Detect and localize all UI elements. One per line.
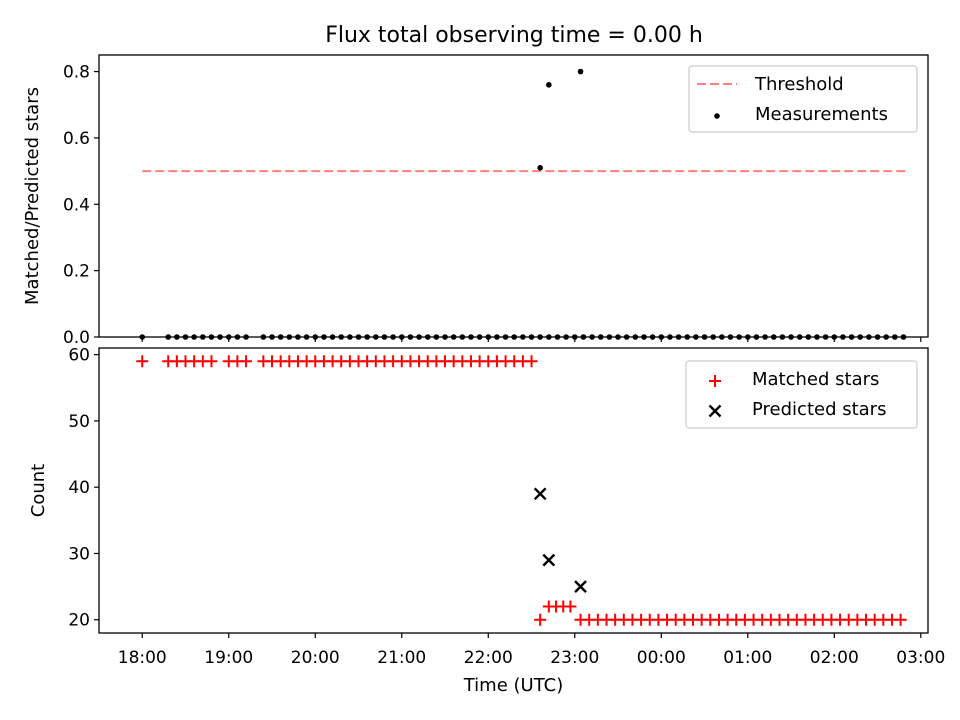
bottom-y-ticks: 20 30 40 50 60 — [68, 346, 99, 631]
bottom-y-axis-label: Count — [28, 464, 49, 517]
bottom-panel: 20 30 40 50 60 18:00 19:00 20:00 21:00 22:00 23:0… — [28, 346, 945, 696]
x-tick-label: 21:00 — [377, 648, 426, 668]
matched-star-point — [564, 600, 577, 613]
legend-label: Predicted stars — [752, 399, 886, 420]
predicted-star-point — [542, 553, 556, 567]
bottom-plot-marks — [136, 355, 907, 626]
legend-predicted-swatch — [708, 404, 722, 418]
chart-title: Flux total observing time = 0.00 h — [325, 23, 703, 48]
y-tick-label: 40 — [68, 478, 90, 498]
matched-star-point — [136, 355, 149, 368]
x-tick-label: 02:00 — [810, 648, 859, 668]
y-tick-label: 0.0 — [63, 328, 90, 348]
top-y-axis-label: Matched/Predicted stars — [22, 87, 43, 305]
top-panel: 0.00.20.40.60.8 Matched/Predicted stars … — [22, 54, 929, 348]
y-tick-label: 0.4 — [63, 195, 90, 215]
legend-matched-swatch — [709, 375, 721, 387]
top-x-ticks — [141, 337, 922, 342]
legend-box — [688, 65, 918, 133]
legend-label: Matched stars — [752, 369, 879, 390]
x-axis-label: Time (UTC) — [463, 675, 564, 696]
legend-box — [685, 360, 918, 429]
predicted-star-point — [533, 487, 547, 501]
y-tick-label: 20 — [68, 611, 90, 631]
top-plot-marks — [139, 68, 907, 340]
legend-label: Measurements — [755, 104, 888, 125]
predicted-star-point — [574, 580, 587, 593]
y-tick-label: 0.2 — [63, 262, 90, 282]
matched-star-point — [205, 355, 218, 368]
measurement-point — [577, 68, 584, 75]
matched-star-point — [894, 613, 907, 626]
y-tick-label: 50 — [68, 412, 90, 432]
x-tick-label: 00:00 — [637, 648, 686, 668]
y-tick-label: 30 — [68, 544, 90, 564]
x-tick-label: 01:00 — [723, 648, 772, 668]
top-plot-frame — [98, 54, 929, 338]
x-tick-label: 22:00 — [464, 648, 513, 668]
legend-label: Threshold — [754, 74, 844, 95]
x-tick-label: 23:00 — [550, 648, 599, 668]
x-tick-label: 18:00 — [118, 648, 167, 668]
x-tick-label: 19:00 — [204, 648, 253, 668]
x-tick-label: 03:00 — [896, 648, 945, 668]
legend-measurement-swatch — [714, 113, 720, 119]
y-tick-label: 60 — [68, 346, 90, 366]
bottom-legend: Matched stars Predicted stars — [685, 360, 918, 429]
bottom-plot-frame — [98, 347, 929, 634]
measurement-point — [546, 82, 552, 88]
top-y-ticks: 0.0 0.2 0.4 0.6 0.8 — [63, 63, 99, 348]
y-tick-label: 0.8 — [63, 63, 90, 83]
y-tick-label: 0.6 — [63, 129, 90, 149]
top-legend: Threshold Measurements — [688, 65, 918, 133]
matched-star-point — [525, 355, 538, 368]
matched-star-point — [534, 613, 547, 626]
bottom-x-ticks: 18:00 19:00 20:00 21:00 22:00 23:00 00:00 01:00… — [118, 633, 945, 668]
matched-star-point — [240, 355, 253, 368]
x-tick-label: 20:00 — [291, 648, 340, 668]
measurement-point — [537, 165, 543, 171]
